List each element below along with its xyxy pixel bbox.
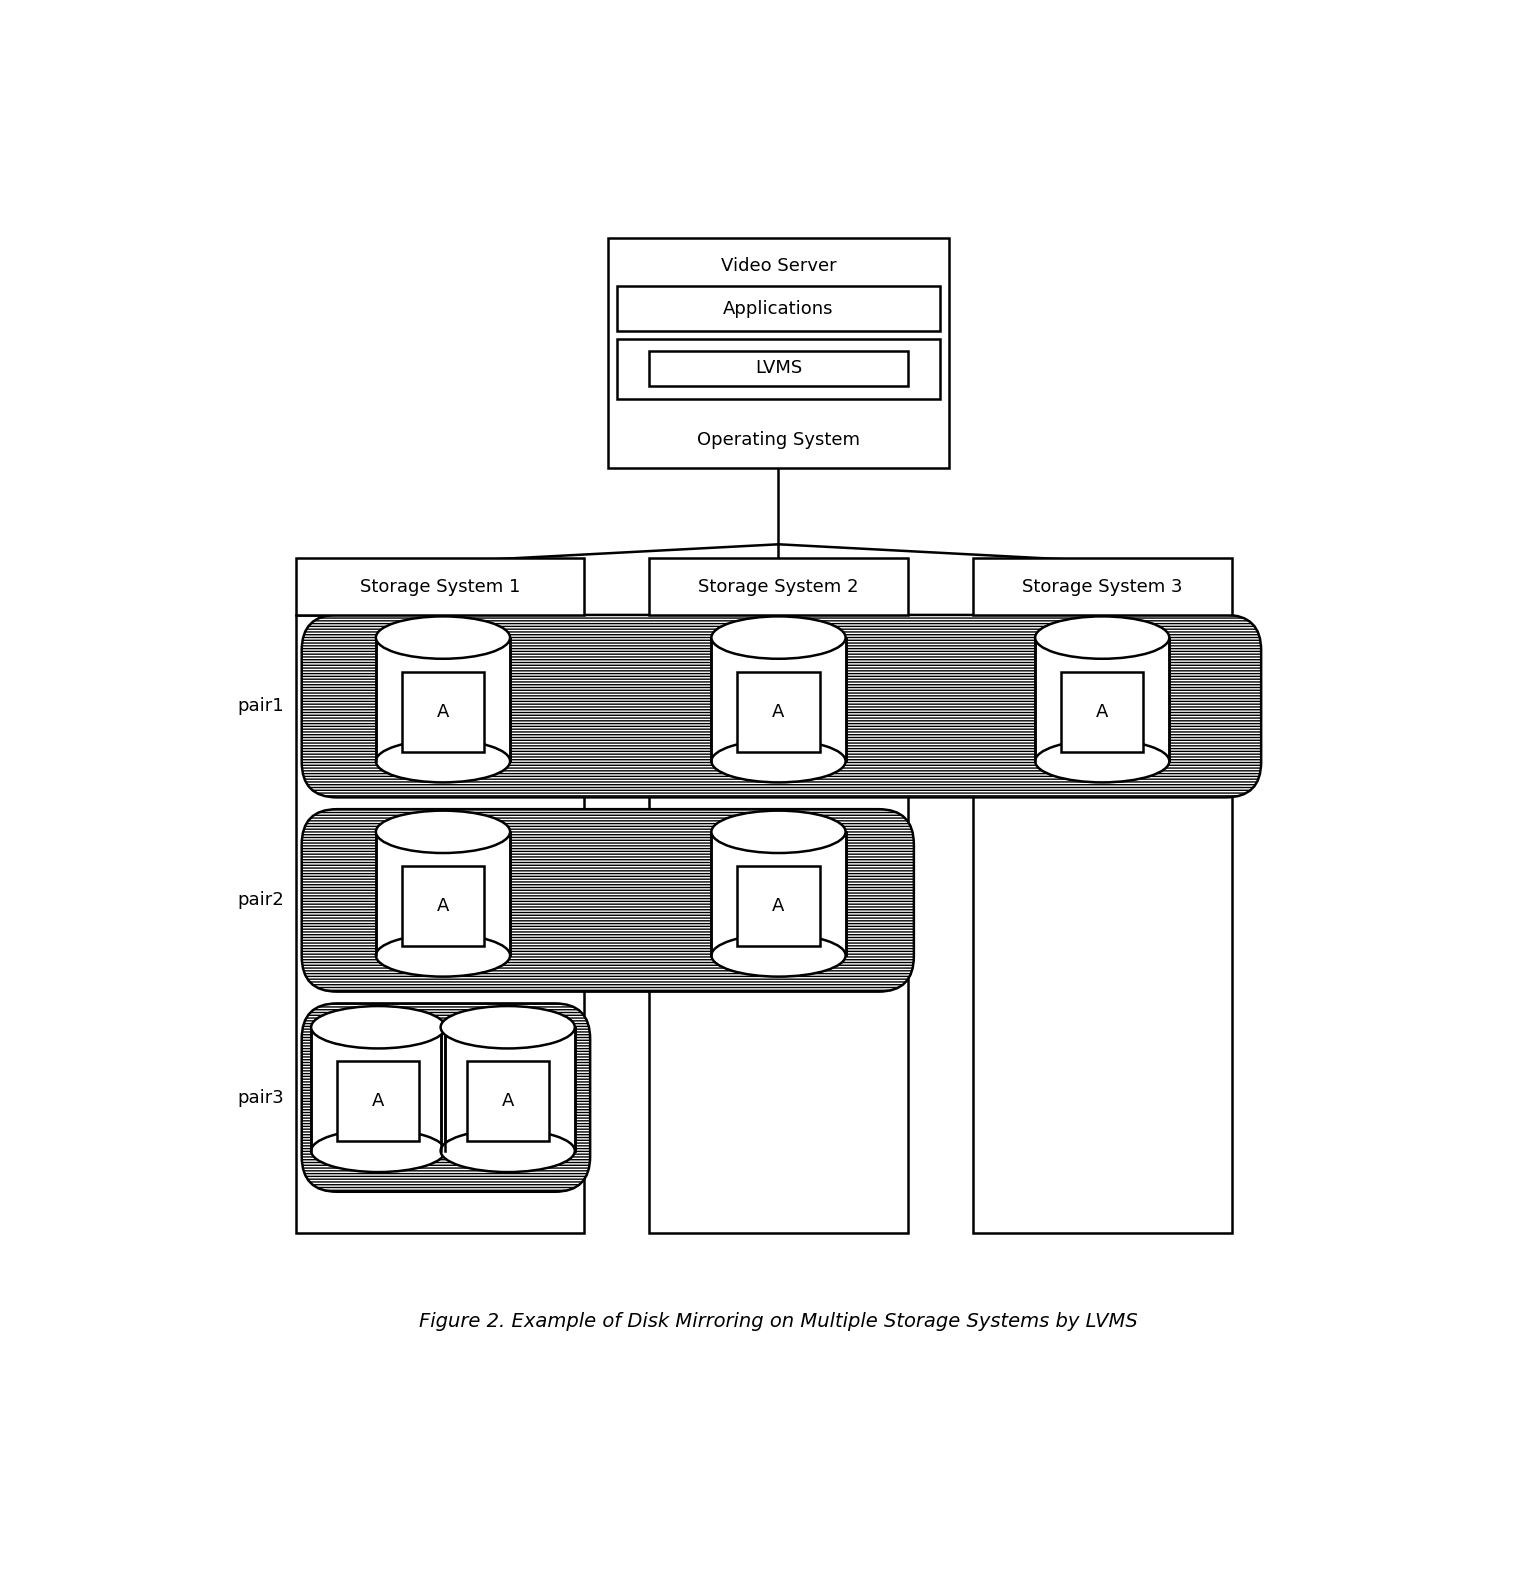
Polygon shape [711, 832, 846, 955]
FancyBboxPatch shape [401, 865, 485, 946]
Polygon shape [711, 638, 846, 761]
Text: A: A [772, 703, 785, 720]
Bar [296, 559, 585, 614]
Text: Figure 2. Example of Disk Mirroring on Multiple Storage Systems by LVMS: Figure 2. Example of Disk Mirroring on M… [419, 1312, 1138, 1331]
Text: Storage System 3: Storage System 3 [1022, 578, 1182, 595]
FancyBboxPatch shape [302, 614, 1261, 797]
Text: A: A [772, 897, 785, 914]
Ellipse shape [375, 741, 510, 782]
Ellipse shape [711, 935, 846, 977]
Bar [617, 286, 940, 332]
Bar [972, 614, 1232, 1233]
Bar [649, 351, 908, 385]
FancyBboxPatch shape [737, 671, 820, 752]
Bar [296, 614, 585, 1233]
Bar [649, 614, 908, 1233]
Text: pair1: pair1 [237, 698, 284, 715]
Text: A: A [372, 1093, 384, 1110]
FancyBboxPatch shape [1060, 671, 1144, 752]
Text: Video Server: Video Server [720, 257, 837, 275]
FancyBboxPatch shape [401, 671, 485, 752]
FancyBboxPatch shape [302, 808, 914, 992]
Ellipse shape [711, 810, 846, 853]
Text: Storage System 1: Storage System 1 [360, 578, 519, 595]
Text: Applications: Applications [723, 300, 834, 317]
Ellipse shape [375, 935, 510, 977]
Ellipse shape [311, 1006, 445, 1048]
Polygon shape [1034, 638, 1170, 761]
Text: A: A [437, 703, 450, 720]
Text: Operating System: Operating System [697, 431, 860, 448]
Text: LVMS: LVMS [755, 360, 802, 377]
Bar [649, 559, 908, 614]
Text: A: A [437, 897, 450, 914]
FancyBboxPatch shape [737, 865, 820, 946]
Polygon shape [375, 832, 510, 955]
Ellipse shape [711, 741, 846, 782]
Polygon shape [375, 638, 510, 761]
Ellipse shape [1034, 616, 1170, 658]
FancyBboxPatch shape [302, 1003, 589, 1192]
Ellipse shape [711, 616, 846, 658]
Text: pair3: pair3 [237, 1088, 284, 1107]
Bar [972, 559, 1232, 614]
Ellipse shape [375, 810, 510, 853]
Polygon shape [441, 1028, 574, 1151]
Ellipse shape [311, 1129, 445, 1172]
Bar [608, 238, 949, 467]
Ellipse shape [441, 1129, 574, 1172]
Ellipse shape [441, 1006, 574, 1048]
FancyBboxPatch shape [466, 1061, 548, 1142]
Text: A: A [1097, 703, 1109, 720]
Text: pair2: pair2 [237, 892, 284, 910]
Text: A: A [501, 1093, 513, 1110]
Text: Storage System 2: Storage System 2 [699, 578, 858, 595]
Bar [617, 339, 940, 399]
Ellipse shape [375, 616, 510, 658]
Ellipse shape [1034, 741, 1170, 782]
FancyBboxPatch shape [337, 1061, 419, 1142]
Polygon shape [311, 1028, 445, 1151]
